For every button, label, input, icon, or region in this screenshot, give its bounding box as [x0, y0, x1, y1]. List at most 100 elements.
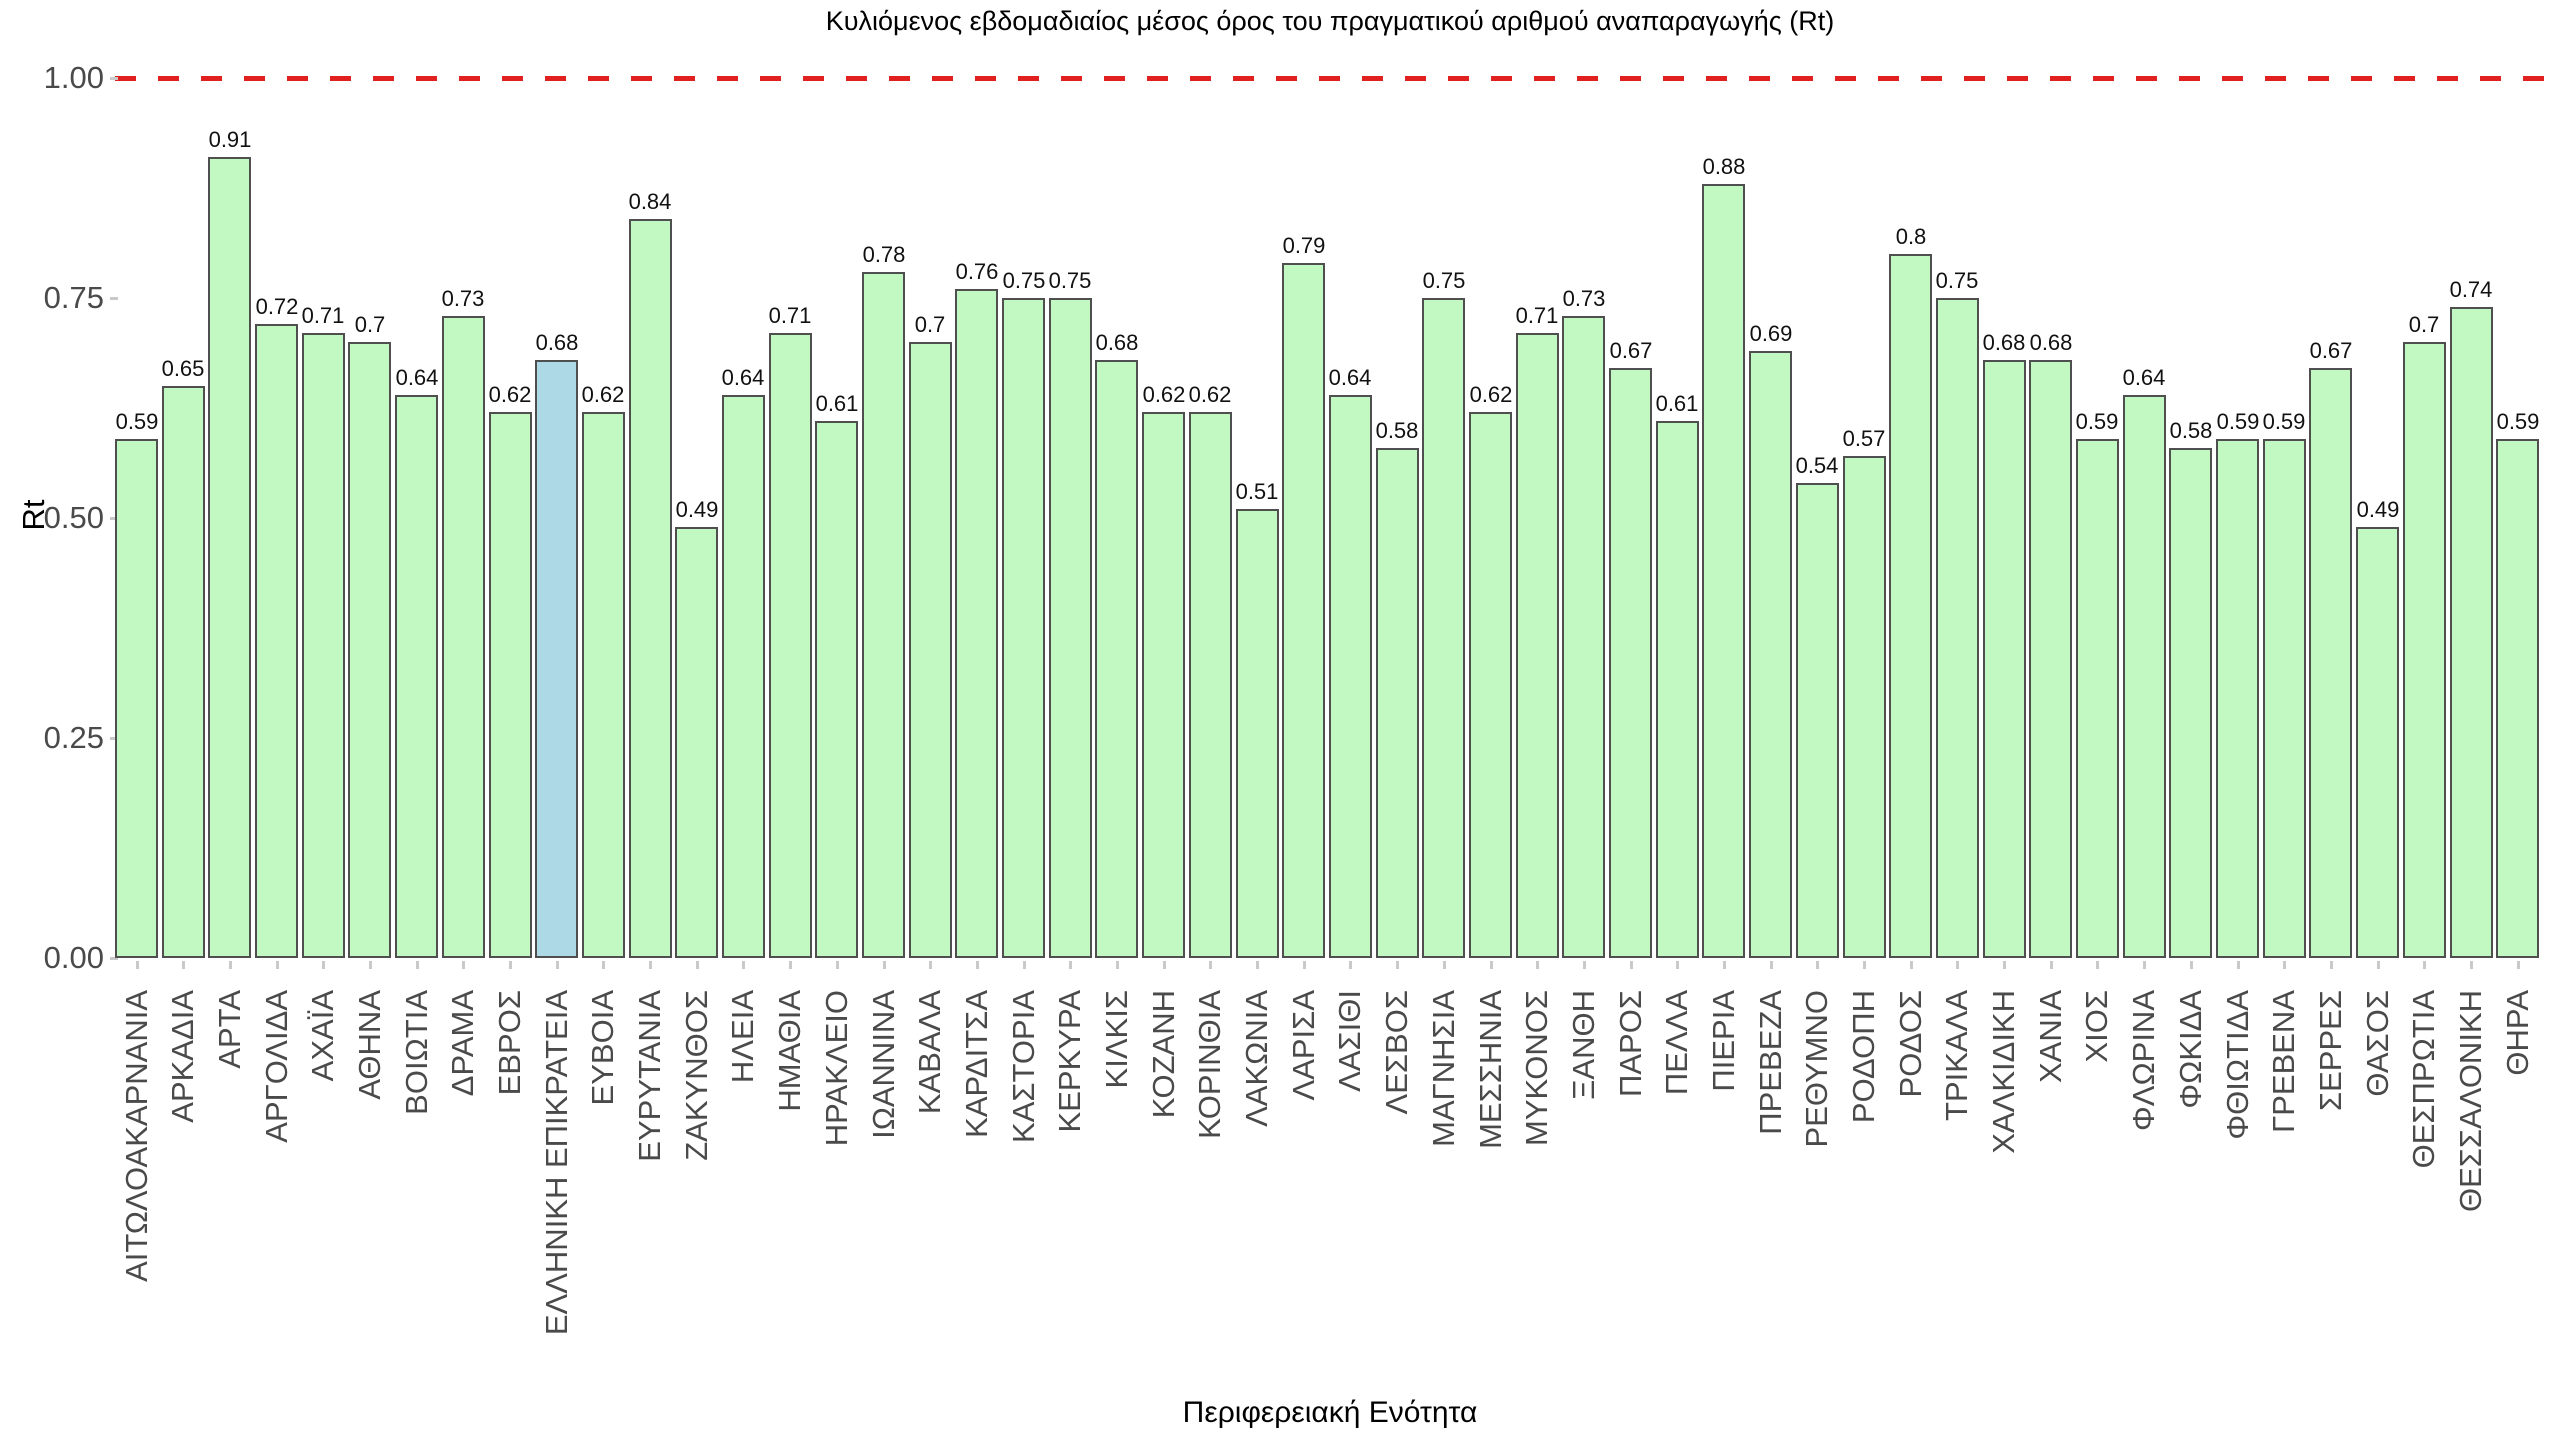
x-tick-mark: [2470, 961, 2473, 969]
x-tick-mark: [1349, 961, 1352, 969]
y-tick-mark: [110, 957, 118, 960]
bar-value-label: 0.58: [1375, 418, 1419, 443]
x-category-label: ΓΡΕΒΕΝΑ: [2266, 990, 2301, 1133]
bar: [255, 324, 298, 958]
bar: [1189, 412, 1232, 958]
x-tick-mark: [2050, 961, 2053, 969]
bar-value-label: 0.64: [2122, 365, 2166, 390]
bar-value-label: 0.62: [1142, 382, 1186, 407]
bar-value-label: 0.59: [2075, 409, 2119, 434]
x-tick-mark: [1910, 961, 1913, 969]
x-tick-mark: [2283, 961, 2286, 969]
x-category-label: ΦΘΙΩΤΙΔΑ: [2220, 990, 2255, 1140]
x-category-label: ΕΥΒΟΙΑ: [585, 990, 620, 1106]
bar: [535, 360, 578, 958]
x-category-label: ΦΛΩΡΙΝΑ: [2126, 990, 2161, 1131]
x-tick-mark: [1536, 961, 1539, 969]
x-tick-mark: [1069, 961, 1072, 969]
bar-value-label: 0.7: [914, 312, 946, 337]
reference-dashed-line: [115, 76, 2545, 81]
y-tick-label: 1.00: [43, 60, 104, 95]
bar: [1236, 509, 1279, 958]
bar-value-label: 0.72: [255, 294, 299, 319]
bar-value-label: 0.61: [1655, 391, 1699, 416]
x-category-label: ΑΙΤΩΛΟΑΚΑΡΝΑΝΙΑ: [119, 990, 154, 1282]
x-tick-mark: [2190, 961, 2193, 969]
x-category-label: ΘΑΣΟΣ: [2360, 990, 2395, 1097]
bar: [1702, 184, 1745, 958]
x-tick-mark: [322, 961, 325, 969]
x-tick-mark: [136, 961, 139, 969]
bar: [115, 439, 158, 958]
bar-value-label: 0.69: [1749, 321, 1793, 346]
bar-value-label: 0.75: [1422, 268, 1466, 293]
bar: [1889, 254, 1932, 958]
x-tick-mark: [1676, 961, 1679, 969]
bar-value-label: 0.59: [115, 409, 159, 434]
x-tick-mark: [1490, 961, 1493, 969]
bar-value-label: 0.54: [1795, 453, 1839, 478]
bar: [2216, 439, 2259, 958]
x-category-label: ΛΑΣΙΘΙ: [1332, 990, 1367, 1092]
x-category-label: ΚΟΖΑΝΗ: [1146, 990, 1181, 1119]
x-tick-mark: [1256, 961, 1259, 969]
x-tick-mark: [416, 961, 419, 969]
bar: [2169, 448, 2212, 958]
x-category-label: ΑΡΚΑΔΙΑ: [165, 990, 200, 1123]
x-tick-mark: [1770, 961, 1773, 969]
x-category-label: ΧΑΝΙΑ: [2033, 990, 2068, 1084]
bar: [208, 157, 251, 958]
x-tick-mark: [742, 961, 745, 969]
x-tick-mark: [1863, 961, 1866, 969]
bar-value-label: 0.49: [675, 497, 719, 522]
x-tick-mark: [1303, 961, 1306, 969]
x-category-label: ΚΑΡΔΙΤΣΑ: [959, 990, 994, 1138]
bar-value-label: 0.64: [1328, 365, 1372, 390]
x-tick-mark: [2096, 961, 2099, 969]
x-category-label: ΚΑΣΤΟΡΙΑ: [1006, 990, 1041, 1143]
bar: [629, 219, 672, 958]
x-category-label: ΙΩΑΝΝΙΝΑ: [866, 990, 901, 1139]
bar-value-label: 0.71: [1515, 303, 1559, 328]
bar: [489, 412, 532, 958]
bar: [1609, 368, 1652, 958]
bar: [1936, 298, 1979, 958]
x-category-label: ΘΗΡΑ: [2500, 990, 2535, 1076]
bar-value-label: 0.62: [581, 382, 625, 407]
bar: [348, 342, 391, 958]
bar-value-label: 0.73: [441, 286, 485, 311]
bar-value-label: 0.58: [2169, 418, 2213, 443]
x-category-label: ΧΑΛΚΙΔΙΚΗ: [1986, 990, 2021, 1154]
x-tick-mark: [789, 961, 792, 969]
x-tick-mark: [2237, 961, 2240, 969]
x-category-label: ΕΛΛΗΝΙΚΗ ΕΠΙΚΡΑΤΕΙΑ: [539, 990, 574, 1336]
x-category-label: ΘΕΣΠΡΩΤΙΑ: [2406, 990, 2441, 1169]
bar: [1469, 412, 1512, 958]
x-tick-mark: [883, 961, 886, 969]
x-tick-mark: [836, 961, 839, 969]
x-category-label: ΚΑΒΑΛΑ: [912, 990, 947, 1115]
bar: [1422, 298, 1465, 958]
x-tick-mark: [1443, 961, 1446, 969]
x-tick-mark: [1723, 961, 1726, 969]
x-tick-mark: [1630, 961, 1633, 969]
bar: [1562, 316, 1605, 958]
y-tick-mark: [110, 297, 118, 300]
x-category-label: ΗΛΕΙΑ: [725, 990, 760, 1084]
bar-value-label: 0.64: [721, 365, 765, 390]
bar: [955, 289, 998, 958]
bar-value-label: 0.61: [815, 391, 859, 416]
x-tick-mark: [276, 961, 279, 969]
x-category-label: ΡΟΔΟΣ: [1893, 990, 1928, 1098]
bar-value-label: 0.91: [208, 127, 252, 152]
x-tick-mark: [602, 961, 605, 969]
bar: [1142, 412, 1185, 958]
x-category-label: ΘΕΣΣΑΛΟΝΙΚΗ: [2453, 990, 2488, 1213]
bar: [2123, 395, 2166, 958]
x-category-label: ΞΑΝΘΗ: [1566, 990, 1601, 1100]
x-category-label: ΖΑΚΥΝΘΟΣ: [679, 990, 714, 1161]
bar: [2309, 368, 2352, 958]
bar: [862, 272, 905, 958]
x-tick-mark: [229, 961, 232, 969]
bar-value-label: 0.84: [628, 189, 672, 214]
